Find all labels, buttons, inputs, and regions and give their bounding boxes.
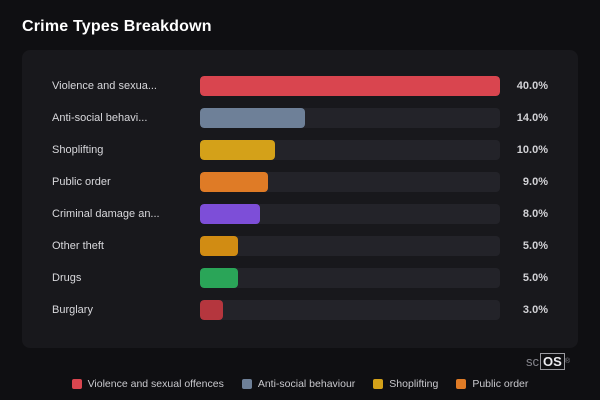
chart-row: Violence and sexua... 40.0% [52,76,548,96]
bar[interactable] [200,204,260,224]
legend-item[interactable]: Shoplifting [373,378,438,390]
legend-label: Shoplifting [389,378,439,390]
bar[interactable] [200,76,500,96]
bar-track [200,140,500,160]
legend-item[interactable]: Violence and sexual offences [71,378,224,390]
legend-item[interactable]: Public order [456,378,528,390]
chart-card: Violence and sexua... 40.0% Anti-social … [22,50,578,348]
logo-suffix: OS [540,353,565,370]
chart-row: Criminal damage an... 8.0% [52,204,548,224]
chart-legend: Violence and sexual offences Anti-social… [22,378,578,390]
value-label: 9.0% [522,176,548,188]
value-label: 40.0% [516,80,548,92]
bar-track [200,300,500,320]
bar[interactable] [200,140,275,160]
bar-track [200,236,500,256]
bar-track [200,268,500,288]
legend-swatch-icon [241,379,252,389]
logo-prefix: sc [526,354,540,369]
chart-row: Anti-social behavi... 14.0% [52,108,548,128]
registered-mark: ® [564,358,570,365]
bar-track [200,204,500,224]
category-label: Violence and sexua... [52,80,157,92]
value-label: 5.0% [522,272,548,284]
page-title: Crime Types Breakdown [22,18,212,35]
category-label: Anti-social behavi... [52,112,148,124]
chart-row: Shoplifting 10.0% [52,140,548,160]
chart-row: Other theft 5.0% [52,236,548,256]
bar[interactable] [200,300,223,320]
legend-swatch-icon [456,379,467,389]
category-label: Drugs [52,272,82,284]
value-label: 10.0% [516,144,548,156]
legend-label: Public order [472,378,529,390]
bar-track [200,172,500,192]
value-label: 8.0% [522,208,548,220]
legend-swatch-icon [373,379,384,389]
category-label: Criminal damage an... [52,208,160,220]
category-label: Other theft [52,240,104,252]
chart-row: Public order 9.0% [52,172,548,192]
category-label: Burglary [52,304,93,316]
legend-label: Violence and sexual offences [87,378,224,390]
legend-label: Anti-social behaviour [257,378,356,390]
legend-swatch-icon [71,379,82,389]
bar[interactable] [200,236,238,256]
bar-track [200,108,500,128]
category-label: Shoplifting [52,144,104,156]
bar-chart: Violence and sexua... 40.0% Anti-social … [52,76,548,320]
legend-item[interactable]: Anti-social behaviour [241,378,356,390]
value-label: 14.0% [516,112,548,124]
chart-row: Drugs 5.0% [52,268,548,288]
bar[interactable] [200,172,268,192]
value-label: 3.0% [522,304,548,316]
category-label: Public order [52,176,111,188]
scos-logo: sc OS ® [22,348,578,372]
bar[interactable] [200,108,305,128]
chart-row: Burglary 3.0% [52,300,548,320]
value-label: 5.0% [522,240,548,252]
bar[interactable] [200,268,238,288]
bar-track [200,76,500,96]
